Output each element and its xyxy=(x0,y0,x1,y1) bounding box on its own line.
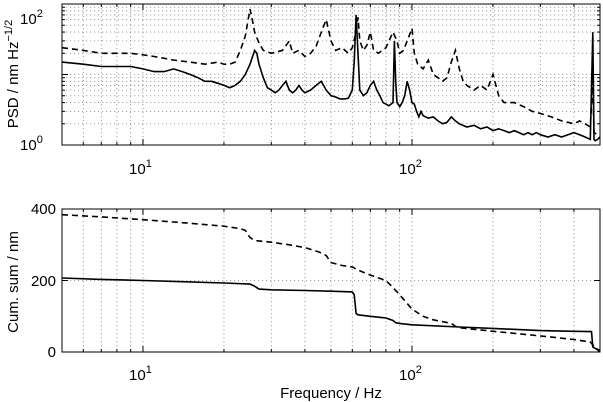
cumsum-ytick-label-200: 200 xyxy=(31,273,56,290)
psd-ytick-label-100: 102 xyxy=(20,8,43,28)
cumsum-ylabel: Cum. sum / nm xyxy=(5,231,22,333)
psd-grid xyxy=(62,4,600,145)
psd-panel: 100 102 101 102 PSD / nm Hz−1/2 xyxy=(3,3,601,178)
cumsum-series-group xyxy=(61,213,601,353)
psd-ylabel: PSD / nm Hz−1/2 xyxy=(3,20,22,128)
cumsum-ytick-label-0: 0 xyxy=(48,344,56,361)
psd-xtick-label-100: 102 xyxy=(399,158,422,178)
cumsum-panel: 0 200 400 101 102 Cum. sum / nm Frequenc… xyxy=(5,201,601,402)
psd-xtick-label-10: 101 xyxy=(129,158,152,178)
cumsum-grid xyxy=(62,209,600,352)
cumsum-tick-marks xyxy=(62,209,600,352)
psd-ytick-label-1: 100 xyxy=(20,134,43,154)
psd-series-dashed-line xyxy=(61,8,600,136)
cumsum-xtick-label-10: 101 xyxy=(129,364,152,384)
psd-tick-marks xyxy=(62,4,600,145)
psd-series-group xyxy=(61,8,601,142)
psd-series-solid-line xyxy=(61,14,601,142)
cumsum-series-dashed-line xyxy=(61,213,601,353)
cumsum-xlabel: Frequency / Hz xyxy=(280,385,382,402)
cumsum-ytick-label-400: 400 xyxy=(31,201,56,218)
cumsum-series-solid-line xyxy=(61,277,601,351)
cumsum-xtick-label-100: 102 xyxy=(399,364,422,384)
